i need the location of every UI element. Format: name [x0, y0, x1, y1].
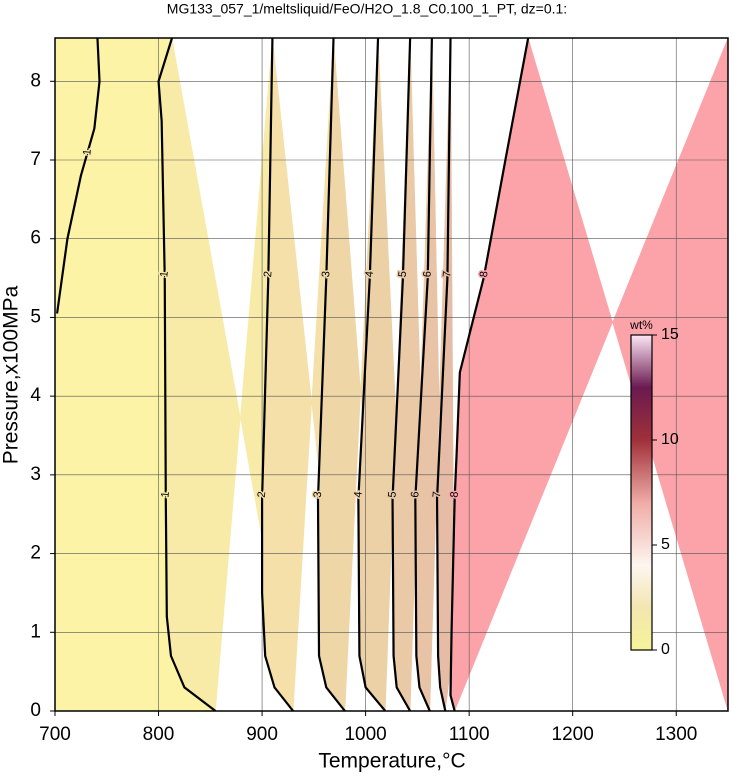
contour-line	[414, 38, 433, 711]
colorbar-tick-label: 10	[661, 431, 679, 448]
contour-label: 5	[397, 271, 409, 278]
colorbar-tick-label: 5	[661, 536, 670, 553]
x-tick-label: 1100	[449, 724, 490, 745]
contour-label: 1	[159, 491, 171, 498]
contour-line	[260, 38, 295, 711]
y-tick-label: 8	[30, 70, 41, 91]
y-tick-label: 4	[30, 385, 41, 406]
colorbar-title: wt%	[629, 318, 653, 332]
chart-title: MG133_057_1/meltsliquid/FeO/H2O_1.8_C0.1…	[167, 1, 567, 17]
colorbar-tick-label: 0	[661, 641, 670, 658]
contour-label: 6	[421, 271, 433, 278]
x-tick-label: 900	[246, 724, 278, 745]
contour-label: 2	[256, 491, 268, 498]
y-tick-label: 1	[30, 621, 41, 642]
contour-label: 3	[320, 271, 332, 278]
x-tick-label: 700	[39, 724, 71, 745]
contour-label: 6	[409, 491, 421, 498]
colorbar-tick-label: 15	[661, 326, 679, 343]
contour-label: 7	[431, 491, 443, 498]
overlay: 700 800 900 1000 1100 1200 1300012345678wt%051…	[30, 37, 729, 745]
y-tick-label: 2	[30, 543, 41, 564]
y-axis-label: Pressure,x100MPa	[0, 285, 23, 464]
contour-label: 2	[262, 271, 274, 278]
y-tick-label: 6	[30, 228, 41, 249]
band	[450, 38, 728, 711]
plot-frame	[54, 37, 729, 712]
contour-line	[391, 38, 412, 711]
x-tick-label: 800	[143, 724, 175, 745]
contour-label: 4	[364, 271, 376, 278]
x-tick-label: 1200	[552, 724, 594, 745]
contour-label: 3	[312, 491, 324, 498]
contour-label: 1	[81, 149, 93, 156]
x-axis-label: Temperature,°C	[318, 750, 465, 773]
colorbar	[630, 334, 653, 651]
contour-label: 8	[448, 491, 460, 498]
x-tick-label: 1300	[655, 724, 697, 745]
contour-label: 7	[441, 271, 453, 278]
contour-label: 4	[352, 491, 364, 498]
contour-line	[449, 38, 530, 711]
y-tick-label: 3	[30, 464, 41, 485]
contour-line	[316, 38, 346, 711]
contour-line	[55, 38, 101, 314]
contour-line	[157, 38, 217, 711]
y-tick-label: 7	[30, 149, 41, 170]
x-tick-label: 1000	[344, 724, 386, 745]
contour-line	[435, 38, 452, 711]
contour-line	[357, 38, 387, 711]
y-tick-label: 5	[30, 306, 41, 327]
contour-label: 8	[478, 271, 490, 278]
contour-label: 5	[386, 491, 398, 498]
contour-label: 1	[158, 271, 170, 278]
y-tick-label: 0	[30, 700, 41, 721]
